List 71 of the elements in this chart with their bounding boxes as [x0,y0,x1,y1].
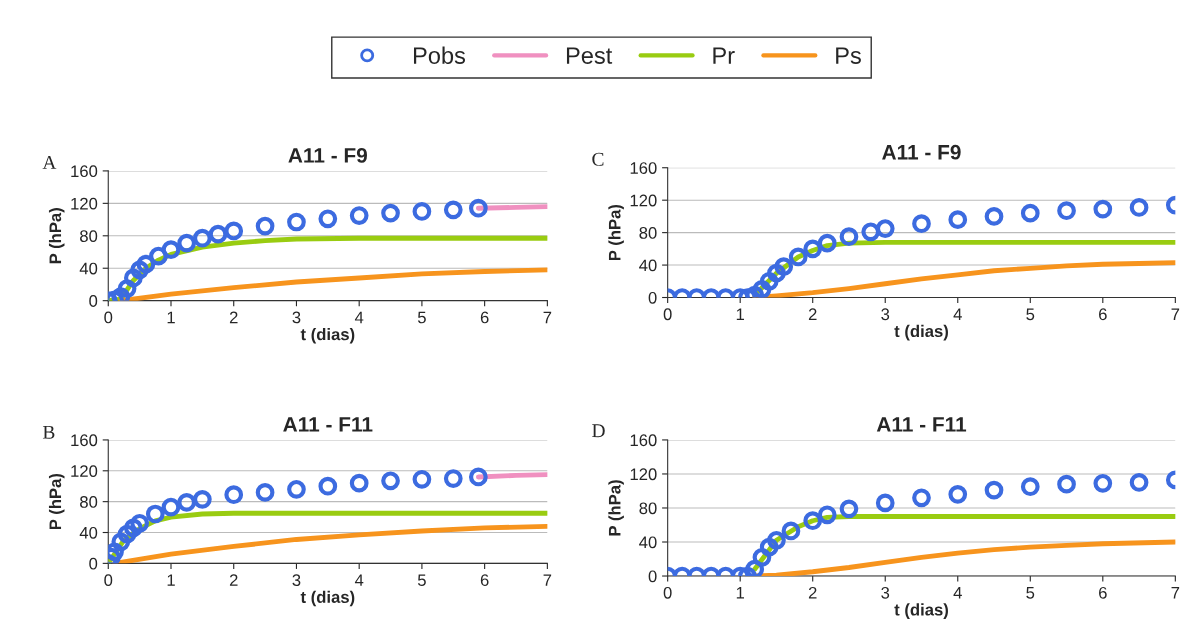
y-tick-label: 0 [89,295,98,307]
x-tick-label: 7 [1171,587,1180,599]
x-tick-label: 2 [229,311,238,324]
text: C [592,152,604,166]
text: D [592,424,605,438]
x-tick-label: 4 [953,308,962,320]
y-axis-title: P (hPa) [608,480,624,536]
x-tick-label: 4 [354,574,364,586]
x-tick-label: 3 [292,574,301,587]
y-tick-label: 120 [630,194,657,207]
text: A [42,155,57,169]
x-tick-label: 4 [354,311,364,324]
y-tick-label: 40 [79,262,98,275]
x-axis-title: t (dias) [300,590,355,607]
x-tick-label: 0 [104,311,113,324]
y-tick-label: 80 [80,496,98,508]
y-tick-label: 0 [89,557,98,570]
y-tick-label: 40 [639,259,657,272]
y-tick-label: 0 [648,291,657,304]
x-tick-label: 5 [1026,587,1035,599]
chart-title: A11 - F9 [882,144,961,160]
y-tick-label: 160 [71,165,98,178]
x-tick-label: 0 [663,586,672,599]
y-tick-label: 120 [630,468,657,481]
x-tick-label: 5 [417,574,426,587]
legend-label: Ps [836,47,861,64]
x-tick-label: 6 [1099,586,1107,599]
x-tick-label: 6 [1099,308,1107,321]
legend-label: Pest [566,47,613,64]
x-axis-title: t (dias) [894,603,948,619]
x-tick-label: 6 [480,311,489,324]
x-tick-label: 2 [229,574,238,586]
x-axis-title: t (dias) [894,324,948,341]
x-tick-label: 1 [736,308,745,320]
x-tick-label: 2 [808,308,817,320]
x-tick-label: 3 [881,586,890,599]
legend-label: Pobs [413,46,466,64]
x-tick-label: 1 [167,574,175,586]
x-tick-label: 7 [543,311,552,324]
y-tick-label: 40 [79,526,98,539]
x-tick-label: 3 [292,311,301,324]
y-tick-label: 160 [630,162,657,174]
x-tick-label: 2 [808,586,817,599]
y-tick-label: 80 [80,230,98,242]
x-tick-label: 6 [480,574,489,587]
chart-title: A11 - F11 [876,417,967,432]
x-tick-label: 1 [736,587,745,599]
x-tick-label: 0 [104,574,113,587]
x-axis-title: t (dias) [300,328,355,344]
x-tick-label: 4 [953,587,962,599]
y-tick-label: 120 [71,197,98,210]
y-tick-label: 160 [630,434,657,447]
x-tick-label: 7 [543,574,552,586]
x-tick-label: 1 [167,311,175,324]
y-tick-label: 120 [71,465,98,477]
x-tick-label: 5 [1026,308,1035,321]
y-axis-title: P (hPa) [48,208,65,264]
y-tick-label: 80 [639,502,657,515]
y-tick-label: 80 [639,227,657,239]
x-tick-label: 0 [663,308,672,321]
y-axis-title: P (hPa) [48,473,65,530]
chart-title: A11 - F11 [283,417,373,432]
y-axis-title: P (hPa) [608,204,624,261]
x-tick-label: 3 [881,308,890,321]
legend-label: Pr [713,47,735,64]
text: B [42,425,55,439]
x-tick-label: 5 [417,311,426,324]
chart-title: A11 - F9 [288,148,367,163]
y-tick-label: 40 [639,536,657,549]
x-tick-label: 7 [1171,308,1180,320]
y-tick-label: 160 [71,434,98,447]
